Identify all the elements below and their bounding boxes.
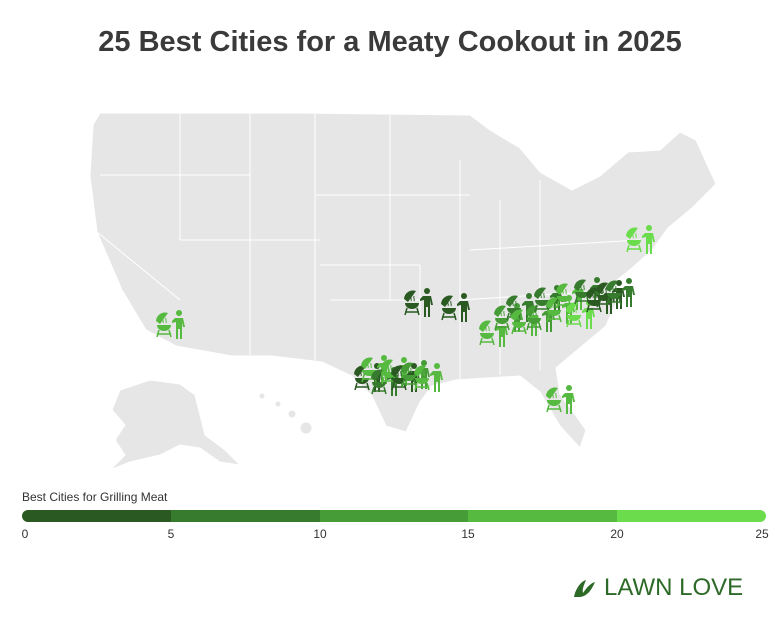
hawaii bbox=[258, 392, 266, 400]
legend-tick: 15 bbox=[461, 527, 475, 541]
city-marker-grill-icon bbox=[546, 385, 575, 414]
alaska bbox=[109, 379, 242, 471]
legend-tick: 10 bbox=[313, 527, 327, 541]
legend-swatch-5-10 bbox=[170, 510, 320, 522]
continental-us bbox=[89, 112, 717, 449]
leaf-icon bbox=[574, 580, 595, 597]
legend-tick: 0 bbox=[21, 527, 29, 541]
city-marker-grill-icon bbox=[404, 288, 433, 317]
legend-swatch-10-15 bbox=[319, 510, 469, 522]
city-marker-grill-icon bbox=[414, 363, 443, 392]
legend-color-scale bbox=[22, 510, 766, 522]
city-marker-grill-icon bbox=[546, 295, 575, 324]
page-title: 25 Best Cities for a Meaty Cookout in 20… bbox=[98, 26, 682, 58]
legend-swatch-15-20 bbox=[468, 510, 618, 522]
city-marker-grill-icon bbox=[441, 293, 470, 322]
city-marker-grill-icon bbox=[606, 278, 635, 307]
logo-text: LAWN LOVE bbox=[604, 574, 744, 601]
city-marker-grill-icon bbox=[156, 310, 185, 339]
legend-swatch-20-25 bbox=[617, 510, 766, 522]
legend-tick: 25 bbox=[755, 527, 769, 541]
legend-title: Best Cities for Grilling Meat bbox=[22, 490, 168, 504]
legend-swatch-0-5 bbox=[22, 510, 171, 522]
lawn-love-logo: LAWN LOVE bbox=[572, 574, 743, 602]
legend-tick: 5 bbox=[167, 527, 175, 541]
city-marker-grill-icon bbox=[626, 225, 655, 254]
legend-tick: 20 bbox=[610, 527, 624, 541]
